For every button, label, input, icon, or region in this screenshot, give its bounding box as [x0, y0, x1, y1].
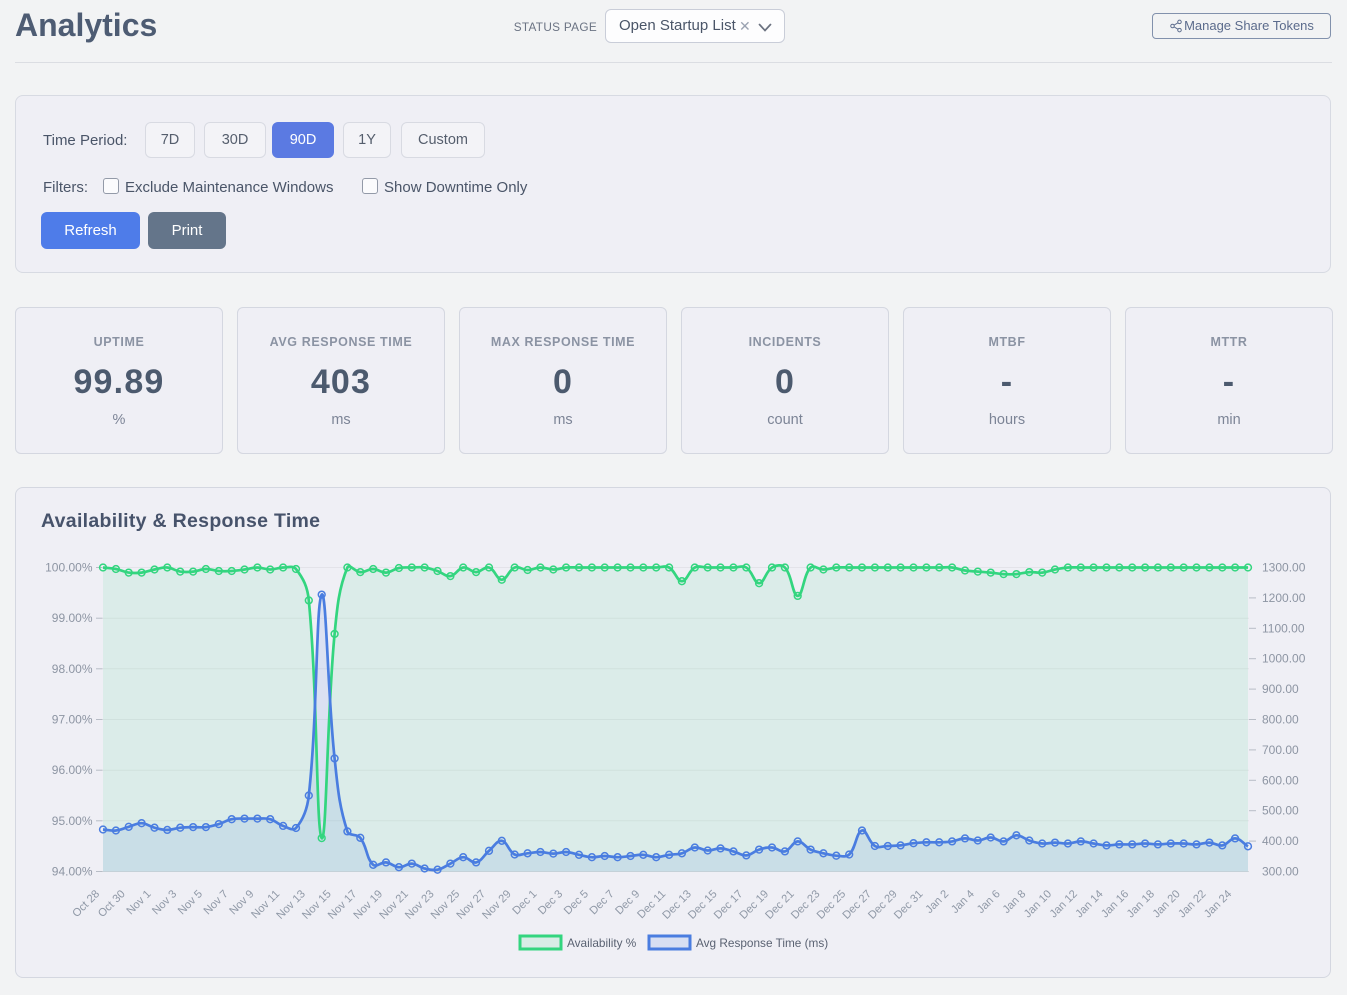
svg-text:Jan 10: Jan 10 — [1022, 888, 1054, 920]
svg-text:Jan 4: Jan 4 — [949, 888, 977, 916]
svg-text:Nov 3: Nov 3 — [150, 888, 179, 917]
svg-text:Dec 5: Dec 5 — [562, 888, 591, 917]
svg-text:Availability %: Availability % — [567, 936, 637, 950]
svg-text:Dec 31: Dec 31 — [892, 888, 926, 922]
svg-text:Dec 1: Dec 1 — [510, 888, 539, 917]
svg-text:700.00: 700.00 — [1262, 743, 1299, 757]
svg-text:1100.00: 1100.00 — [1262, 621, 1305, 635]
svg-text:300.00: 300.00 — [1262, 865, 1299, 879]
svg-text:600.00: 600.00 — [1262, 773, 1299, 787]
svg-text:900.00: 900.00 — [1262, 682, 1299, 696]
svg-text:400.00: 400.00 — [1262, 834, 1299, 848]
svg-text:Nov 29: Nov 29 — [480, 888, 514, 922]
svg-text:800.00: 800.00 — [1262, 713, 1299, 727]
svg-text:Oct 28: Oct 28 — [70, 888, 102, 920]
svg-text:Jan 12: Jan 12 — [1048, 888, 1080, 920]
svg-text:Jan 24: Jan 24 — [1202, 888, 1234, 920]
svg-text:97.00%: 97.00% — [52, 713, 93, 727]
svg-text:1300.00: 1300.00 — [1262, 561, 1306, 575]
svg-text:1200.00: 1200.00 — [1262, 591, 1306, 605]
svg-text:Jan 16: Jan 16 — [1099, 888, 1131, 920]
svg-text:94.00%: 94.00% — [52, 865, 93, 879]
svg-text:Nov 7: Nov 7 — [202, 888, 231, 917]
svg-text:Jan 2: Jan 2 — [923, 888, 951, 916]
svg-text:Dec 7: Dec 7 — [588, 888, 617, 917]
svg-text:99.00%: 99.00% — [52, 611, 93, 625]
svg-text:Dec 3: Dec 3 — [536, 888, 565, 917]
svg-text:Jan 18: Jan 18 — [1125, 888, 1157, 920]
svg-text:Jan 14: Jan 14 — [1073, 888, 1105, 920]
svg-text:Jan 6: Jan 6 — [975, 888, 1003, 916]
svg-text:Avg Response Time (ms): Avg Response Time (ms) — [696, 936, 828, 950]
svg-text:Nov 1: Nov 1 — [124, 888, 153, 917]
svg-text:Oct 30: Oct 30 — [96, 888, 128, 920]
svg-text:Jan 20: Jan 20 — [1151, 888, 1183, 920]
svg-text:100.00%: 100.00% — [45, 561, 93, 575]
svg-text:98.00%: 98.00% — [52, 662, 93, 676]
svg-text:500.00: 500.00 — [1262, 804, 1299, 818]
svg-text:Nov 5: Nov 5 — [176, 888, 205, 917]
svg-text:95.00%: 95.00% — [52, 814, 93, 828]
svg-text:Jan 22: Jan 22 — [1176, 888, 1208, 920]
svg-text:1000.00: 1000.00 — [1262, 652, 1306, 666]
svg-text:96.00%: 96.00% — [52, 763, 93, 777]
